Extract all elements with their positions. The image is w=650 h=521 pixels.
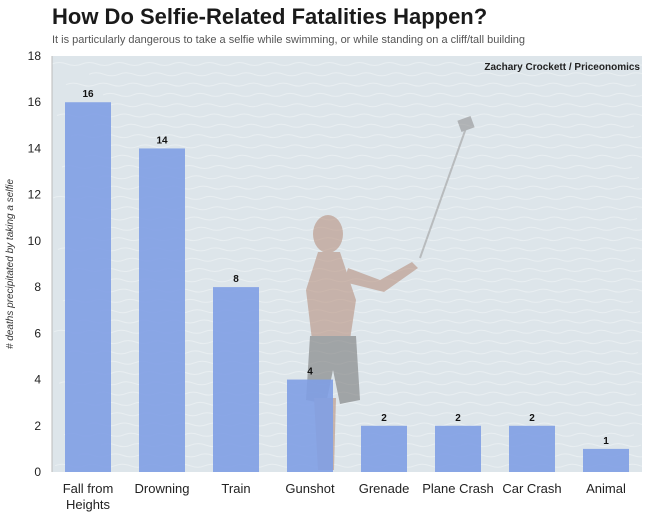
bar: [65, 102, 111, 472]
bar: [213, 287, 259, 472]
bars: 16 14 8 4 2 2 2 1: [65, 89, 629, 472]
bar: [287, 379, 333, 472]
x-axis: Fall from Heights Drowning Train Gunshot Gren…: [63, 481, 626, 512]
bar-value-label: 1: [603, 436, 609, 447]
x-tick-label: Fall from Heights: [63, 481, 114, 512]
x-tick-label: Plane Crash: [422, 481, 494, 496]
y-tick-label: 18: [28, 49, 42, 63]
bar-value-label: 4: [307, 367, 313, 378]
bar-value-label: 2: [381, 413, 387, 424]
bar-value-label: 14: [156, 135, 168, 146]
x-tick-label: Drowning: [135, 481, 190, 496]
y-tick-label: 10: [28, 234, 42, 248]
y-tick-label: 2: [34, 419, 41, 433]
y-tick-label: 16: [28, 95, 42, 109]
y-axis: 0 2 4 6 8 10 12 14 16 18: [28, 49, 53, 479]
bar-value-label: 2: [529, 413, 535, 424]
y-tick-label: 14: [28, 141, 42, 155]
y-tick-label: 12: [28, 188, 42, 202]
y-tick-label: 0: [34, 465, 41, 479]
chart-subtitle: It is particularly dangerous to take a s…: [52, 34, 526, 46]
x-tick-label: Animal: [586, 481, 626, 496]
chart-credit: Zachary Crockett / Priceonomics: [484, 62, 640, 73]
y-tick-label: 6: [34, 326, 41, 340]
bar: [139, 148, 185, 472]
bar: [435, 425, 481, 472]
chart-title: How Do Selfie-Related Fatalities Happen?: [52, 4, 488, 29]
y-tick-label: 8: [34, 280, 41, 294]
bar-value-label: 2: [455, 413, 461, 424]
bar-value-label: 8: [233, 274, 239, 285]
y-axis-label: # deaths precipitated by taking a selfie: [5, 179, 16, 350]
x-tick-label: Train: [221, 481, 250, 496]
y-tick-label: 4: [34, 373, 41, 387]
bar: [509, 425, 555, 472]
x-tick-label: Car Crash: [502, 481, 561, 496]
x-tick-label: Grenade: [359, 481, 410, 496]
bar-value-label: 16: [82, 89, 94, 100]
x-tick-label: Gunshot: [285, 481, 335, 496]
bar: [583, 448, 629, 472]
bar: [361, 425, 407, 472]
